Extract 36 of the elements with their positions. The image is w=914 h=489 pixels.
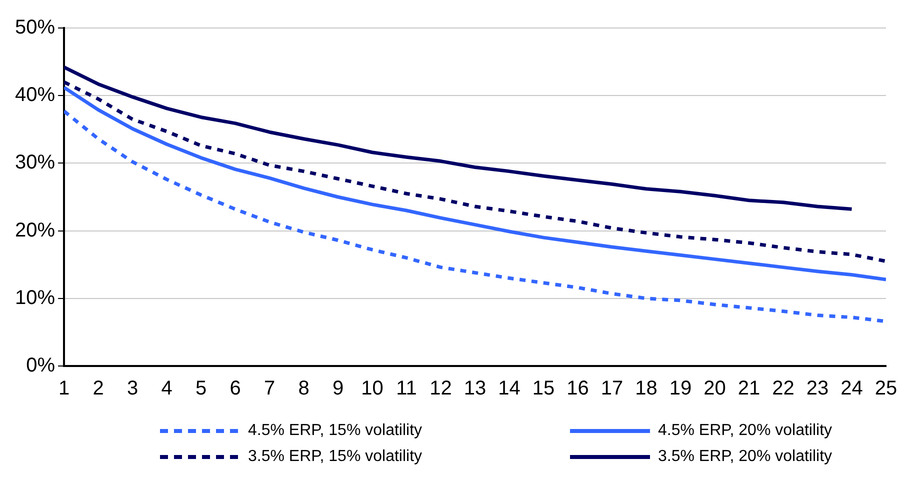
x-tick-label: 16: [566, 378, 589, 400]
x-tick-label: 19: [669, 378, 692, 400]
y-tick-label: 50%: [15, 16, 56, 39]
x-tick-label: 13: [464, 378, 486, 400]
x-tick-label: 1: [58, 378, 70, 400]
x-tick-label: 18: [635, 378, 658, 400]
x-tick-label: 3: [126, 378, 138, 400]
x-tick-label: 17: [600, 378, 624, 400]
x-tick-label: 7: [264, 378, 276, 400]
legend-label: 3.5% ERP, 15% volatility: [248, 448, 422, 466]
x-tick-label: 14: [498, 378, 520, 400]
y-tick-label: 40%: [15, 84, 56, 106]
line-series: [64, 109, 886, 324]
x-tick-label: 11: [396, 378, 417, 400]
x-tick-label: 25: [874, 378, 898, 400]
legend-label: 4.5% ERP, 20% volatility: [658, 422, 832, 440]
x-tick-label: 8: [298, 378, 310, 400]
y-tick-label: 0%: [26, 354, 56, 377]
x-tick-label: 5: [195, 378, 207, 400]
legend-label: 4.5% ERP, 15% volatility: [248, 422, 422, 440]
x-tick-label: 22: [772, 378, 794, 400]
x-tick-label: 10: [361, 378, 384, 400]
x-tick-label: 2: [92, 378, 104, 400]
x-tick-label: 24: [840, 378, 863, 400]
x-tick-label: 4: [161, 378, 172, 400]
x-tick-label: 15: [532, 378, 555, 400]
legend-label: 3.5% ERP, 20% volatility: [658, 448, 832, 466]
x-tick-label: 12: [430, 378, 452, 400]
x-tick-label: 20: [704, 378, 726, 400]
x-tick-label: 21: [738, 378, 760, 400]
x-tick-label: 6: [230, 378, 241, 400]
x-tick-label: 23: [806, 378, 829, 400]
y-tick-label: 10%: [15, 286, 56, 309]
y-tick-label: 30%: [15, 152, 56, 174]
x-tick-label: 9: [332, 378, 344, 400]
y-tick-label: 20%: [15, 219, 56, 242]
